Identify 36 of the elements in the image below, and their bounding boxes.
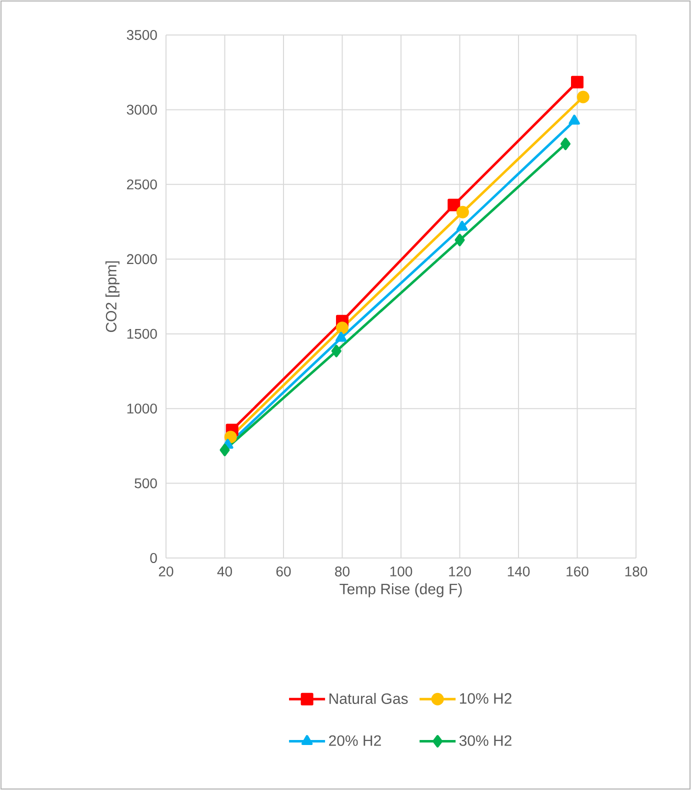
y-tick-label: 2000 xyxy=(127,254,157,264)
x-tick-label: 60 xyxy=(276,566,291,576)
y-axis-title: CO2 [ppm] xyxy=(105,261,120,332)
y-tick-label: 1000 xyxy=(127,404,157,414)
y-tick-label: 3500 xyxy=(126,30,157,40)
legend-label: 30% H2 xyxy=(459,735,512,746)
point xyxy=(224,430,237,444)
point xyxy=(560,138,571,150)
x-tick-label: 120 xyxy=(449,566,471,576)
x-tick-label: 20 xyxy=(158,566,174,576)
point xyxy=(331,344,342,358)
legend-label: 20% H2 xyxy=(329,735,381,746)
y-tick-label: 3000 xyxy=(126,104,157,115)
legend-label: Natural Gas xyxy=(330,692,408,704)
y-tick-label: 500 xyxy=(134,478,157,488)
point xyxy=(568,114,580,125)
y-tick-label: 0 xyxy=(150,553,157,563)
x-axis-title: Temp Rise (deg F) xyxy=(340,583,462,598)
legend-label: 10% H2 xyxy=(460,693,512,704)
x-tick-label: 140 xyxy=(508,566,530,576)
x-tick-label: 100 xyxy=(390,566,412,576)
point xyxy=(454,234,465,246)
point xyxy=(220,444,230,456)
point xyxy=(448,198,460,212)
x-tick-label: 80 xyxy=(335,566,350,576)
point xyxy=(571,76,584,88)
x-tick-label: 40 xyxy=(217,566,232,576)
point xyxy=(456,220,468,231)
point xyxy=(336,322,349,334)
point xyxy=(456,206,469,218)
x-tick-label: 180 xyxy=(625,566,648,576)
point xyxy=(335,332,347,342)
point xyxy=(576,90,590,104)
y-tick-label: 2500 xyxy=(127,179,157,190)
y-tick-label: 1500 xyxy=(127,328,157,339)
x-tick-label: 160 xyxy=(566,566,588,576)
